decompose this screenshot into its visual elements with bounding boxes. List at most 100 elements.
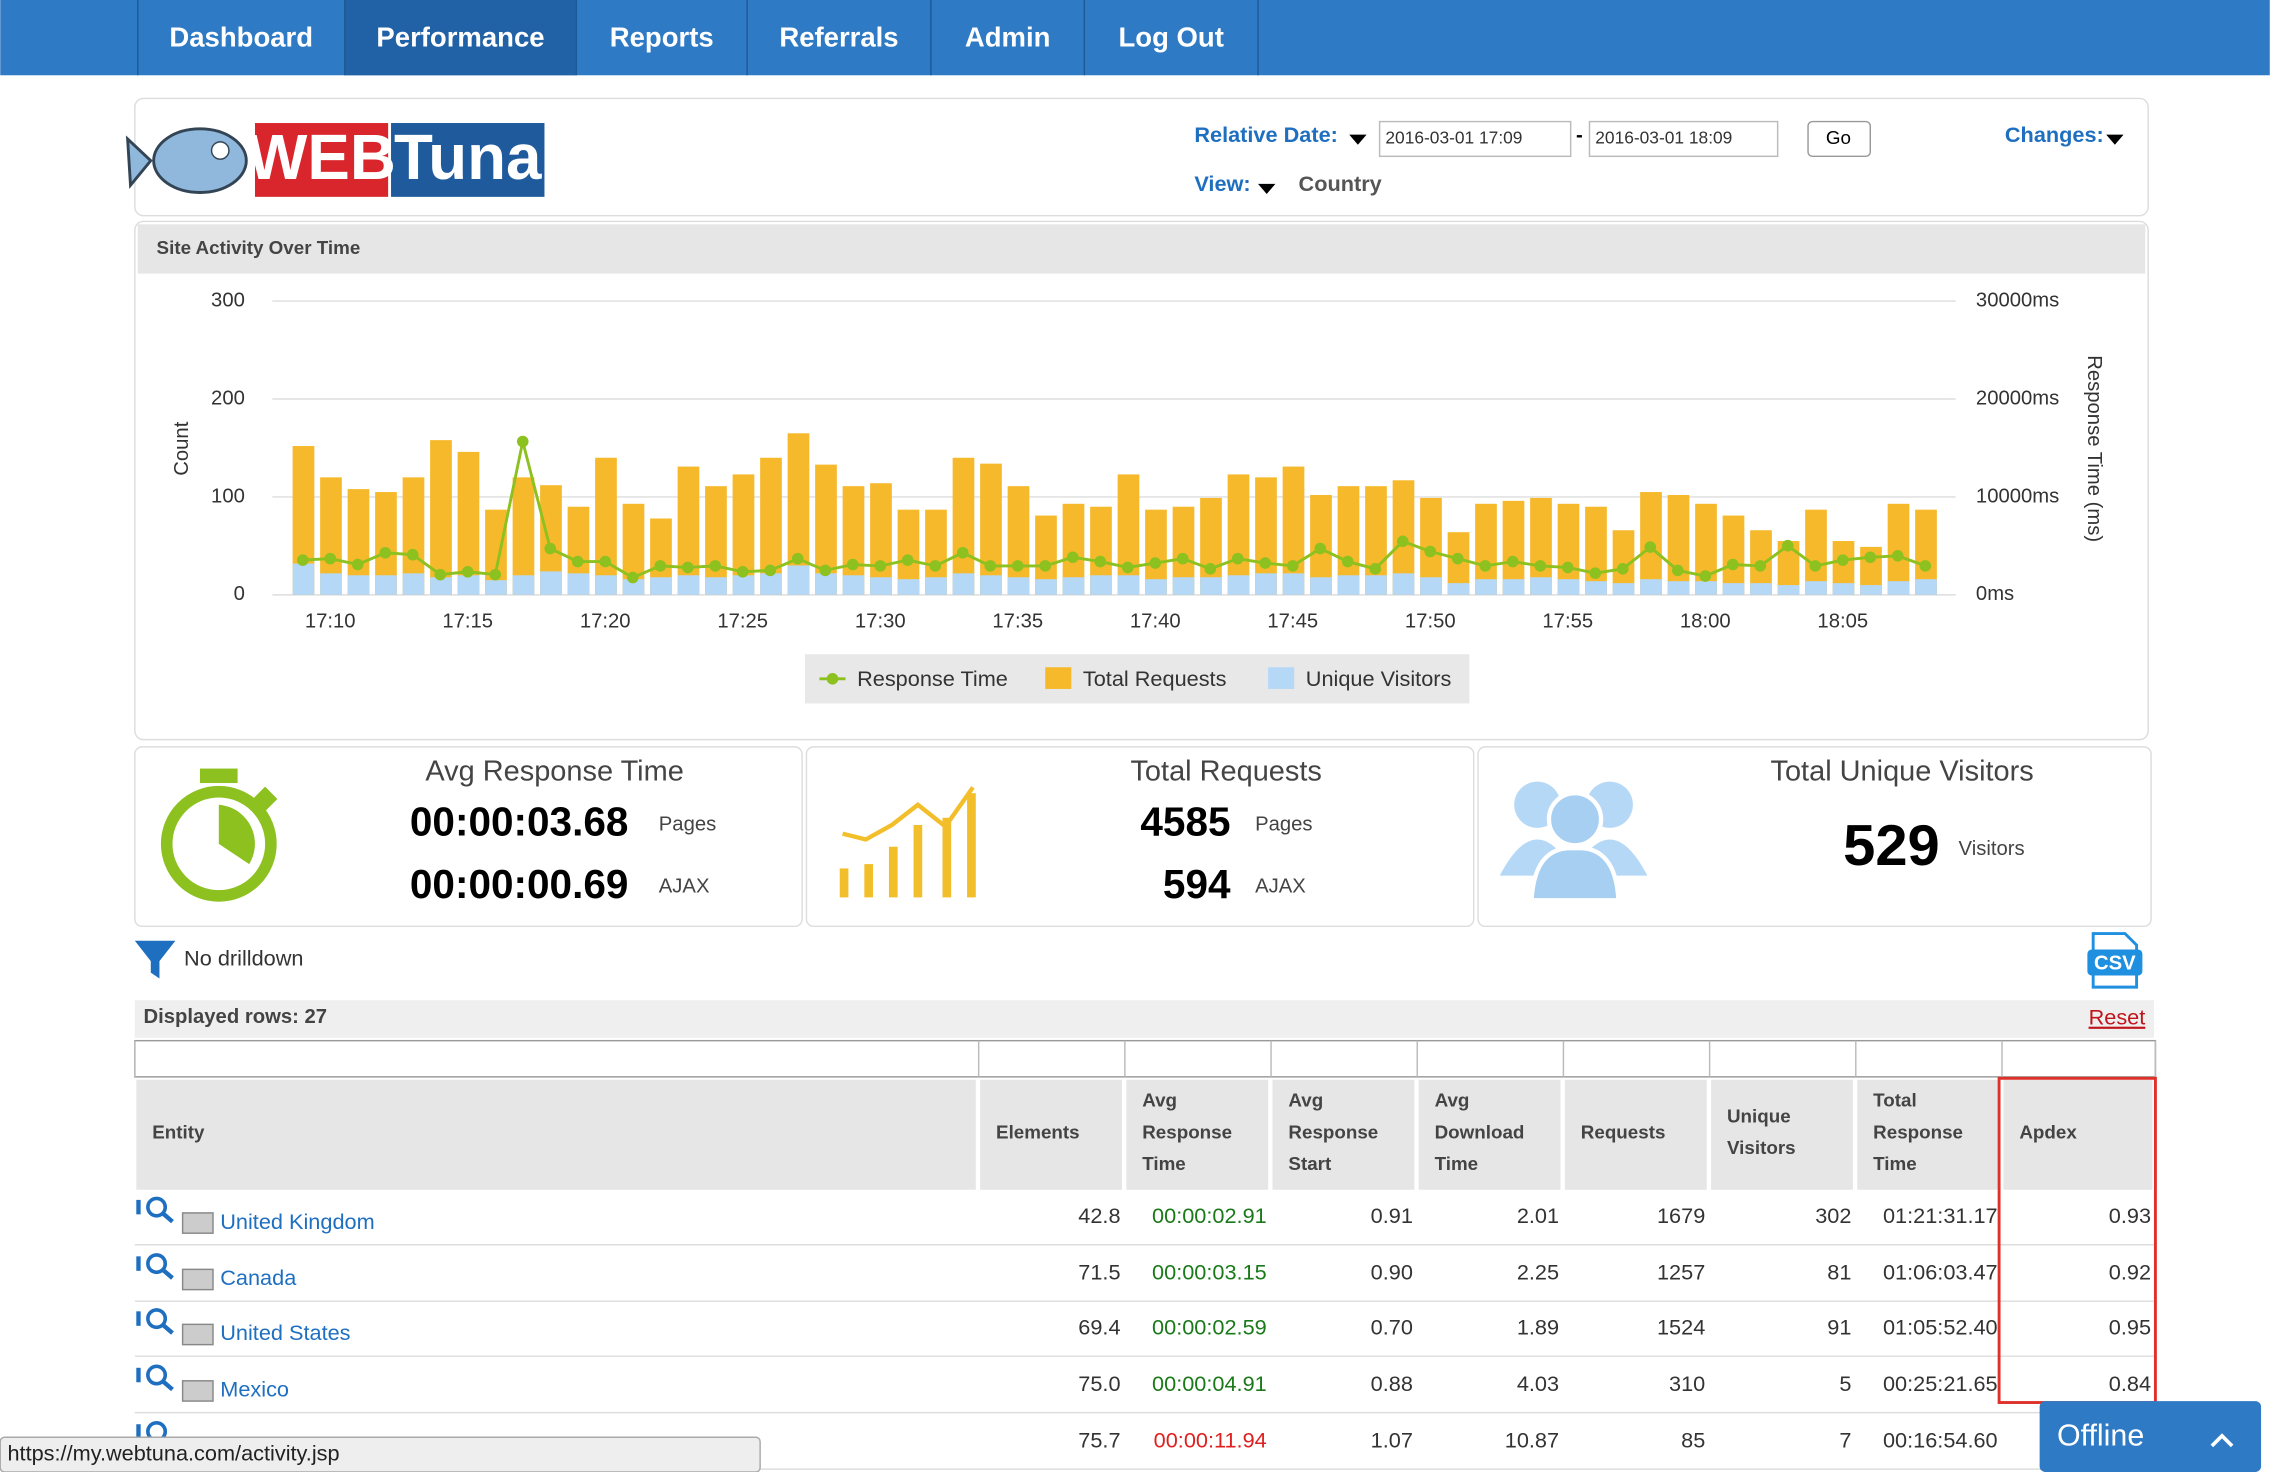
go-button[interactable] — [1807, 120, 1871, 158]
chart-icon — [864, 864, 874, 898]
bar — [1090, 575, 1112, 595]
drill-icon[interactable] — [136, 1367, 141, 1383]
line-point — [351, 558, 364, 571]
header-cell[interactable] — [1418, 1079, 1561, 1190]
bar — [567, 573, 590, 595]
cell: 2.01 — [1517, 1203, 1559, 1228]
nav-item[interactable]: Referrals — [779, 21, 898, 52]
date-input[interactable] — [1588, 120, 1779, 158]
header-cell[interactable] — [980, 1079, 1122, 1190]
bar — [540, 571, 562, 595]
bar — [595, 457, 617, 595]
x-tick-label: 18:00 — [1680, 611, 1731, 633]
header-label: Elements — [996, 1121, 1080, 1142]
bar — [1805, 581, 1827, 595]
nav-item[interactable]: Dashboard — [169, 21, 313, 52]
bar — [292, 563, 315, 595]
relative-date-label[interactable]: Relative Date: — [1194, 122, 1338, 147]
bar — [1172, 506, 1195, 595]
stat-title: Total Requests — [1130, 756, 1321, 788]
bar — [1145, 509, 1167, 595]
stat-value: 4585 — [1140, 799, 1230, 845]
header-cell[interactable] — [1857, 1079, 2000, 1190]
header-cell[interactable] — [136, 1079, 976, 1190]
header-cell[interactable] — [2003, 1079, 2153, 1190]
line-point — [791, 552, 804, 565]
stat-title: Avg Response Time — [425, 756, 683, 788]
legend-label[interactable]: Unique Visitors — [1306, 666, 1452, 691]
cell: 1524 — [1657, 1314, 1705, 1339]
drill-icon[interactable] — [136, 1199, 141, 1215]
entity-link[interactable]: Canada — [220, 1265, 297, 1290]
line-point — [324, 552, 337, 565]
cell: 0.95 — [2109, 1314, 2151, 1339]
entity-link[interactable]: United States — [220, 1320, 350, 1345]
header-label: Apdex — [2019, 1121, 2077, 1142]
header-label: Unique — [1727, 1105, 1791, 1126]
cell: 302 — [1815, 1203, 1851, 1228]
header-cell[interactable] — [1711, 1079, 1853, 1190]
bar — [980, 575, 1002, 595]
stat-unit: Visitors — [1959, 838, 2025, 860]
nav-item[interactable]: Admin — [965, 21, 1051, 52]
entity-link[interactable]: United Kingdom — [220, 1209, 374, 1234]
line-point — [846, 558, 859, 571]
chart-title: Site Activity Over Time — [157, 237, 361, 258]
nav-active — [344, 0, 577, 76]
nav-item[interactable]: Log Out — [1118, 21, 1223, 52]
stat-value: 00:00:03.68 — [410, 799, 629, 845]
legend-label[interactable]: Response Time — [857, 666, 1008, 691]
bar — [1475, 503, 1497, 595]
stat-unit: AJAX — [1255, 876, 1306, 898]
bar — [622, 503, 645, 595]
nav-item[interactable]: Reports — [610, 21, 714, 52]
drill-icon[interactable] — [136, 1311, 141, 1326]
legend-label[interactable]: Total Requests — [1083, 666, 1227, 691]
drill-icon[interactable] — [136, 1424, 141, 1439]
status-url: https://my.webtuna.com/activity.jsp — [7, 1440, 339, 1465]
view-label[interactable]: View: — [1194, 171, 1250, 196]
chart-icon — [842, 786, 975, 842]
line-point — [764, 564, 777, 577]
cell: 85 — [1681, 1427, 1705, 1452]
chart-icon — [888, 846, 898, 898]
bar — [677, 575, 700, 595]
cell: 01:21:31.17 — [1883, 1203, 1998, 1228]
header-cell[interactable] — [1564, 1079, 1707, 1190]
offline-tab[interactable] — [2039, 1401, 2262, 1472]
x-tick-label: 17:50 — [1405, 611, 1456, 633]
bar — [1695, 581, 1717, 595]
drill-icon — [146, 1364, 168, 1386]
header-cell[interactable] — [1272, 1079, 1415, 1190]
drill-icon[interactable] — [136, 1256, 141, 1271]
line-point — [571, 555, 584, 568]
x-tick-label: 17:15 — [442, 611, 493, 633]
line-point — [1616, 563, 1629, 575]
bar — [705, 577, 727, 595]
y2-axis-label: Response Time (ms) — [2083, 355, 2105, 542]
bar — [512, 477, 535, 595]
csv-icon — [2087, 949, 2143, 976]
entity-link[interactable]: Mexico — [220, 1377, 289, 1402]
y-tick-label: 100 — [211, 485, 245, 507]
bar — [1860, 585, 1882, 595]
y2-tick-label: 10000ms — [1976, 485, 2059, 507]
line-point — [1314, 542, 1327, 555]
header-label: Entity — [152, 1121, 205, 1142]
line-point — [1451, 552, 1464, 565]
reset-link[interactable]: Reset — [2089, 1005, 2146, 1030]
date-input[interactable] — [1378, 120, 1572, 158]
line-point — [1286, 560, 1299, 572]
line-point — [1644, 541, 1657, 553]
offline-label: Offline — [2057, 1418, 2144, 1452]
header-cell[interactable] — [1126, 1079, 1269, 1190]
bar — [1007, 577, 1030, 595]
bar — [1832, 541, 1855, 595]
line-point — [901, 554, 914, 566]
bar — [1612, 530, 1635, 595]
changes-label[interactable]: Changes: — [2005, 122, 2104, 147]
drill-icon — [146, 1196, 168, 1218]
bar — [1777, 585, 1800, 595]
nav-item[interactable]: Performance — [376, 21, 544, 52]
